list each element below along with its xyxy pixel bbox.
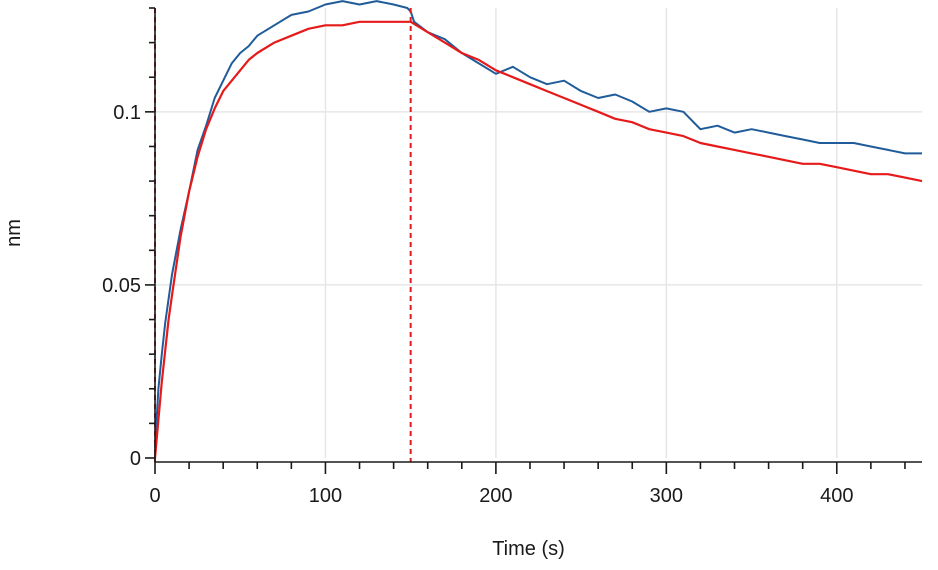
series-layer (153, 0, 923, 459)
fit-curve (153, 20, 923, 459)
y-axis-title: nm (3, 219, 25, 247)
x-tick-label: 100 (309, 485, 342, 507)
x-tick-label: 0 (149, 485, 160, 507)
y-tick-label: 0 (130, 448, 141, 470)
x-tick-label: 400 (820, 485, 853, 507)
grid-layer (155, 8, 922, 458)
tick-layer: 0 100 200 300 400 0 0.05 0.1 (102, 7, 906, 507)
x-tick-label: 200 (479, 485, 512, 507)
y-tick-label: 0.05 (102, 275, 141, 297)
y-tick-label: 0.1 (113, 102, 141, 124)
x-tick-label: 300 (650, 485, 683, 507)
axis-layer (154, 8, 922, 463)
phase-marker-layer (154, 8, 412, 462)
measured-curve (154, 0, 922, 448)
x-axis-title: Time (s) (492, 538, 565, 560)
